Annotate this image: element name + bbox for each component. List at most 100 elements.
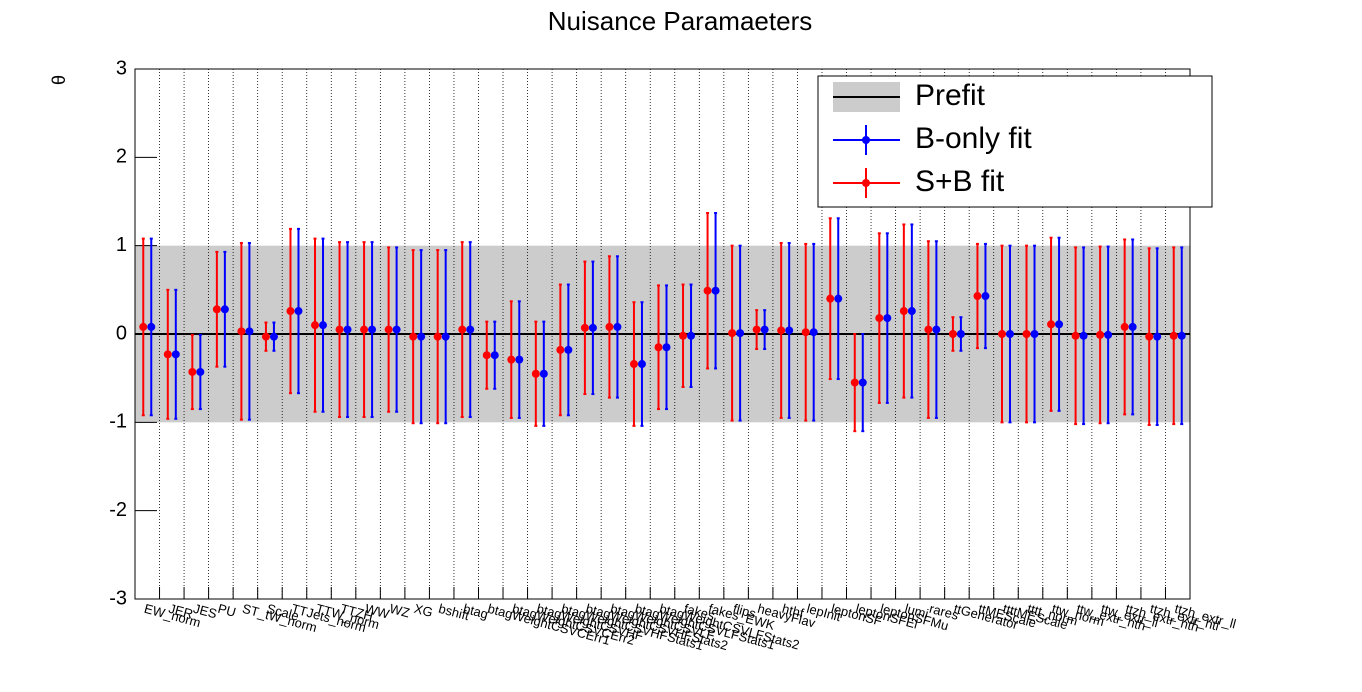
y-tick-label: 1 xyxy=(116,234,127,256)
marker xyxy=(343,325,352,334)
marker xyxy=(662,343,671,352)
marker xyxy=(139,322,148,331)
marker xyxy=(294,307,303,316)
marker xyxy=(777,326,786,335)
x-tick-label: WW xyxy=(363,601,391,622)
marker xyxy=(163,350,172,359)
marker xyxy=(531,369,540,378)
marker xyxy=(1079,331,1088,340)
marker xyxy=(368,325,377,334)
marker xyxy=(997,330,1006,338)
y-tick-label: 2 xyxy=(116,146,127,168)
marker xyxy=(1120,322,1129,331)
y-tick-label: -3 xyxy=(109,587,127,609)
marker xyxy=(360,325,369,334)
marker xyxy=(948,330,957,338)
marker xyxy=(482,351,491,360)
marker xyxy=(286,307,295,316)
y-tick-label: 3 xyxy=(116,57,127,79)
marker xyxy=(850,378,859,387)
marker xyxy=(834,294,843,303)
marker xyxy=(1071,331,1080,340)
marker xyxy=(539,369,548,378)
marker xyxy=(556,345,565,354)
marker xyxy=(932,325,941,334)
y-tick-label: -1 xyxy=(109,411,127,433)
marker xyxy=(1104,330,1113,339)
legend-swatch-marker xyxy=(862,179,870,187)
marker xyxy=(196,367,205,376)
marker xyxy=(907,307,916,316)
marker xyxy=(826,294,835,303)
marker xyxy=(973,292,982,301)
marker xyxy=(858,378,867,387)
marker xyxy=(580,323,589,332)
marker xyxy=(220,305,229,314)
marker xyxy=(613,322,622,331)
marker xyxy=(711,286,720,295)
marker xyxy=(311,321,320,330)
y-tick-label: -2 xyxy=(109,499,127,521)
marker xyxy=(171,350,180,359)
marker xyxy=(433,332,442,341)
marker xyxy=(245,327,254,336)
marker xyxy=(1022,330,1031,338)
marker xyxy=(466,325,475,334)
marker xyxy=(883,314,892,323)
marker xyxy=(760,325,769,334)
x-tick-label: lumi xyxy=(903,601,930,622)
marker xyxy=(319,321,328,330)
marker xyxy=(588,323,597,332)
legend-label: Prefit xyxy=(915,79,986,112)
marker xyxy=(392,325,401,334)
marker xyxy=(1153,332,1162,341)
marker xyxy=(261,332,270,341)
marker xyxy=(1030,330,1039,338)
marker xyxy=(801,328,810,337)
marker xyxy=(629,360,638,369)
marker xyxy=(1096,330,1105,339)
marker xyxy=(417,332,426,341)
marker xyxy=(1005,330,1014,338)
marker xyxy=(809,328,818,337)
x-tick-label: XG xyxy=(412,601,434,620)
marker xyxy=(147,322,156,331)
x-tick-label: JES xyxy=(192,601,219,622)
marker xyxy=(981,292,990,301)
marker xyxy=(564,345,573,354)
marker xyxy=(237,327,246,336)
legend-label: S+B fit xyxy=(915,165,1005,198)
x-tick-label: JER xyxy=(167,601,195,622)
marker xyxy=(899,307,908,316)
marker xyxy=(384,325,393,334)
marker xyxy=(335,325,344,334)
x-tick-label: btag xyxy=(462,601,490,622)
marker xyxy=(752,325,761,334)
marker xyxy=(703,286,712,295)
x-tick-label: PU xyxy=(216,601,237,620)
x-tick-label: flips xyxy=(731,601,758,622)
marker xyxy=(1145,332,1154,341)
marker xyxy=(1177,331,1186,340)
legend-label: B-only fit xyxy=(915,122,1032,155)
x-tick-label: hthf xyxy=(781,601,806,621)
marker xyxy=(875,314,884,323)
marker xyxy=(736,329,745,338)
marker xyxy=(605,322,614,331)
y-tick-label: 0 xyxy=(116,322,127,344)
marker xyxy=(1047,320,1056,329)
marker xyxy=(490,351,499,360)
marker xyxy=(687,331,696,340)
marker xyxy=(409,332,418,341)
marker xyxy=(212,305,221,314)
chart-title: Nuisance Paramaeters xyxy=(548,6,812,36)
marker xyxy=(515,355,524,364)
x-tick-label: WZ xyxy=(388,601,411,621)
legend-swatch-marker xyxy=(862,136,870,144)
marker xyxy=(507,355,516,364)
marker xyxy=(924,325,933,334)
marker xyxy=(654,343,663,352)
marker xyxy=(679,331,688,340)
marker xyxy=(1169,331,1178,340)
